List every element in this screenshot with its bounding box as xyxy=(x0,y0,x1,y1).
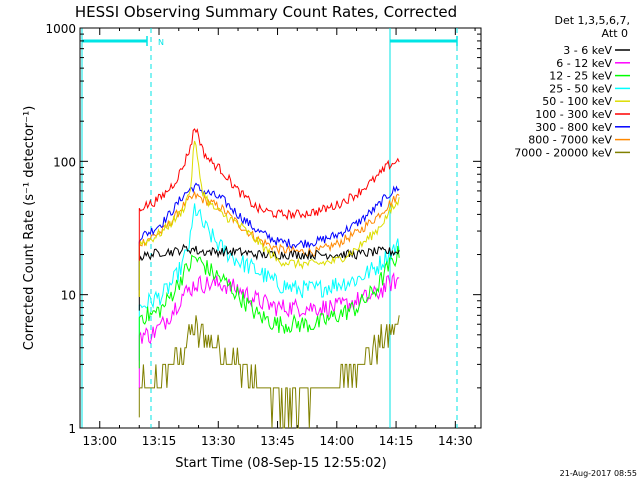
x-tick-label: 13:00 xyxy=(82,434,117,448)
x-tick-label: 14:00 xyxy=(320,434,355,448)
series-line xyxy=(138,128,400,261)
x-tick-label: 13:45 xyxy=(260,434,295,448)
y-tick-label: 10 xyxy=(61,289,76,303)
series-line xyxy=(138,182,400,291)
legend-entry-label: 300 - 800 keV xyxy=(535,121,612,134)
x-tick-label: 13:15 xyxy=(142,434,177,448)
series-line xyxy=(138,140,400,297)
saa-night-annotations: N xyxy=(81,28,458,428)
legend-entry-label: 50 - 100 keV xyxy=(542,95,612,108)
legend-entry-label: 12 - 25 keV xyxy=(549,70,612,83)
axes-layer: 13:00 13:15 13:30 13:45 14:00 14:15 14:30 1 10 10… xyxy=(45,22,481,448)
series-line xyxy=(138,271,400,388)
x-tick-label: 13:30 xyxy=(201,434,236,448)
series-layer xyxy=(138,128,400,429)
chart-title: HESSI Observing Summary Count Rates, Cor… xyxy=(75,3,457,21)
series-line xyxy=(138,315,400,429)
legend-header-line-2: Att 0 xyxy=(602,27,628,40)
x-axis-label: Start Time (08-Sep-15 12:55:02) xyxy=(175,456,386,471)
y-axis-label: Corrected Count Rate (s⁻¹ detector⁻¹) xyxy=(22,106,37,351)
y-tick-label: 1 xyxy=(68,422,76,436)
plot-frame xyxy=(79,27,482,429)
legend-entry-label: 3 - 6 keV xyxy=(563,44,612,57)
series-line xyxy=(138,245,400,369)
date-stamp: 21-Aug-2017 08:55 xyxy=(560,469,637,478)
legend-entry-label: 6 - 12 keV xyxy=(556,57,612,70)
legend-entry-label: 25 - 50 keV xyxy=(549,82,612,95)
series-line xyxy=(138,243,400,311)
night-marker-label: N xyxy=(158,38,164,47)
y-tick-label: 1000 xyxy=(45,22,76,36)
legend-entry-label: 100 - 300 keV xyxy=(535,108,612,121)
x-tick-label: 14:30 xyxy=(438,434,473,448)
y-tick-label: 100 xyxy=(53,155,76,169)
legend-header-line-1: Det 1,3,5,6,7, xyxy=(554,14,630,27)
legend-entry-label: 7000 - 20000 keV xyxy=(514,146,612,159)
series-line xyxy=(138,203,400,361)
x-tick-label: 14:15 xyxy=(379,434,414,448)
legend-entry-label: 800 - 7000 keV xyxy=(528,134,612,147)
